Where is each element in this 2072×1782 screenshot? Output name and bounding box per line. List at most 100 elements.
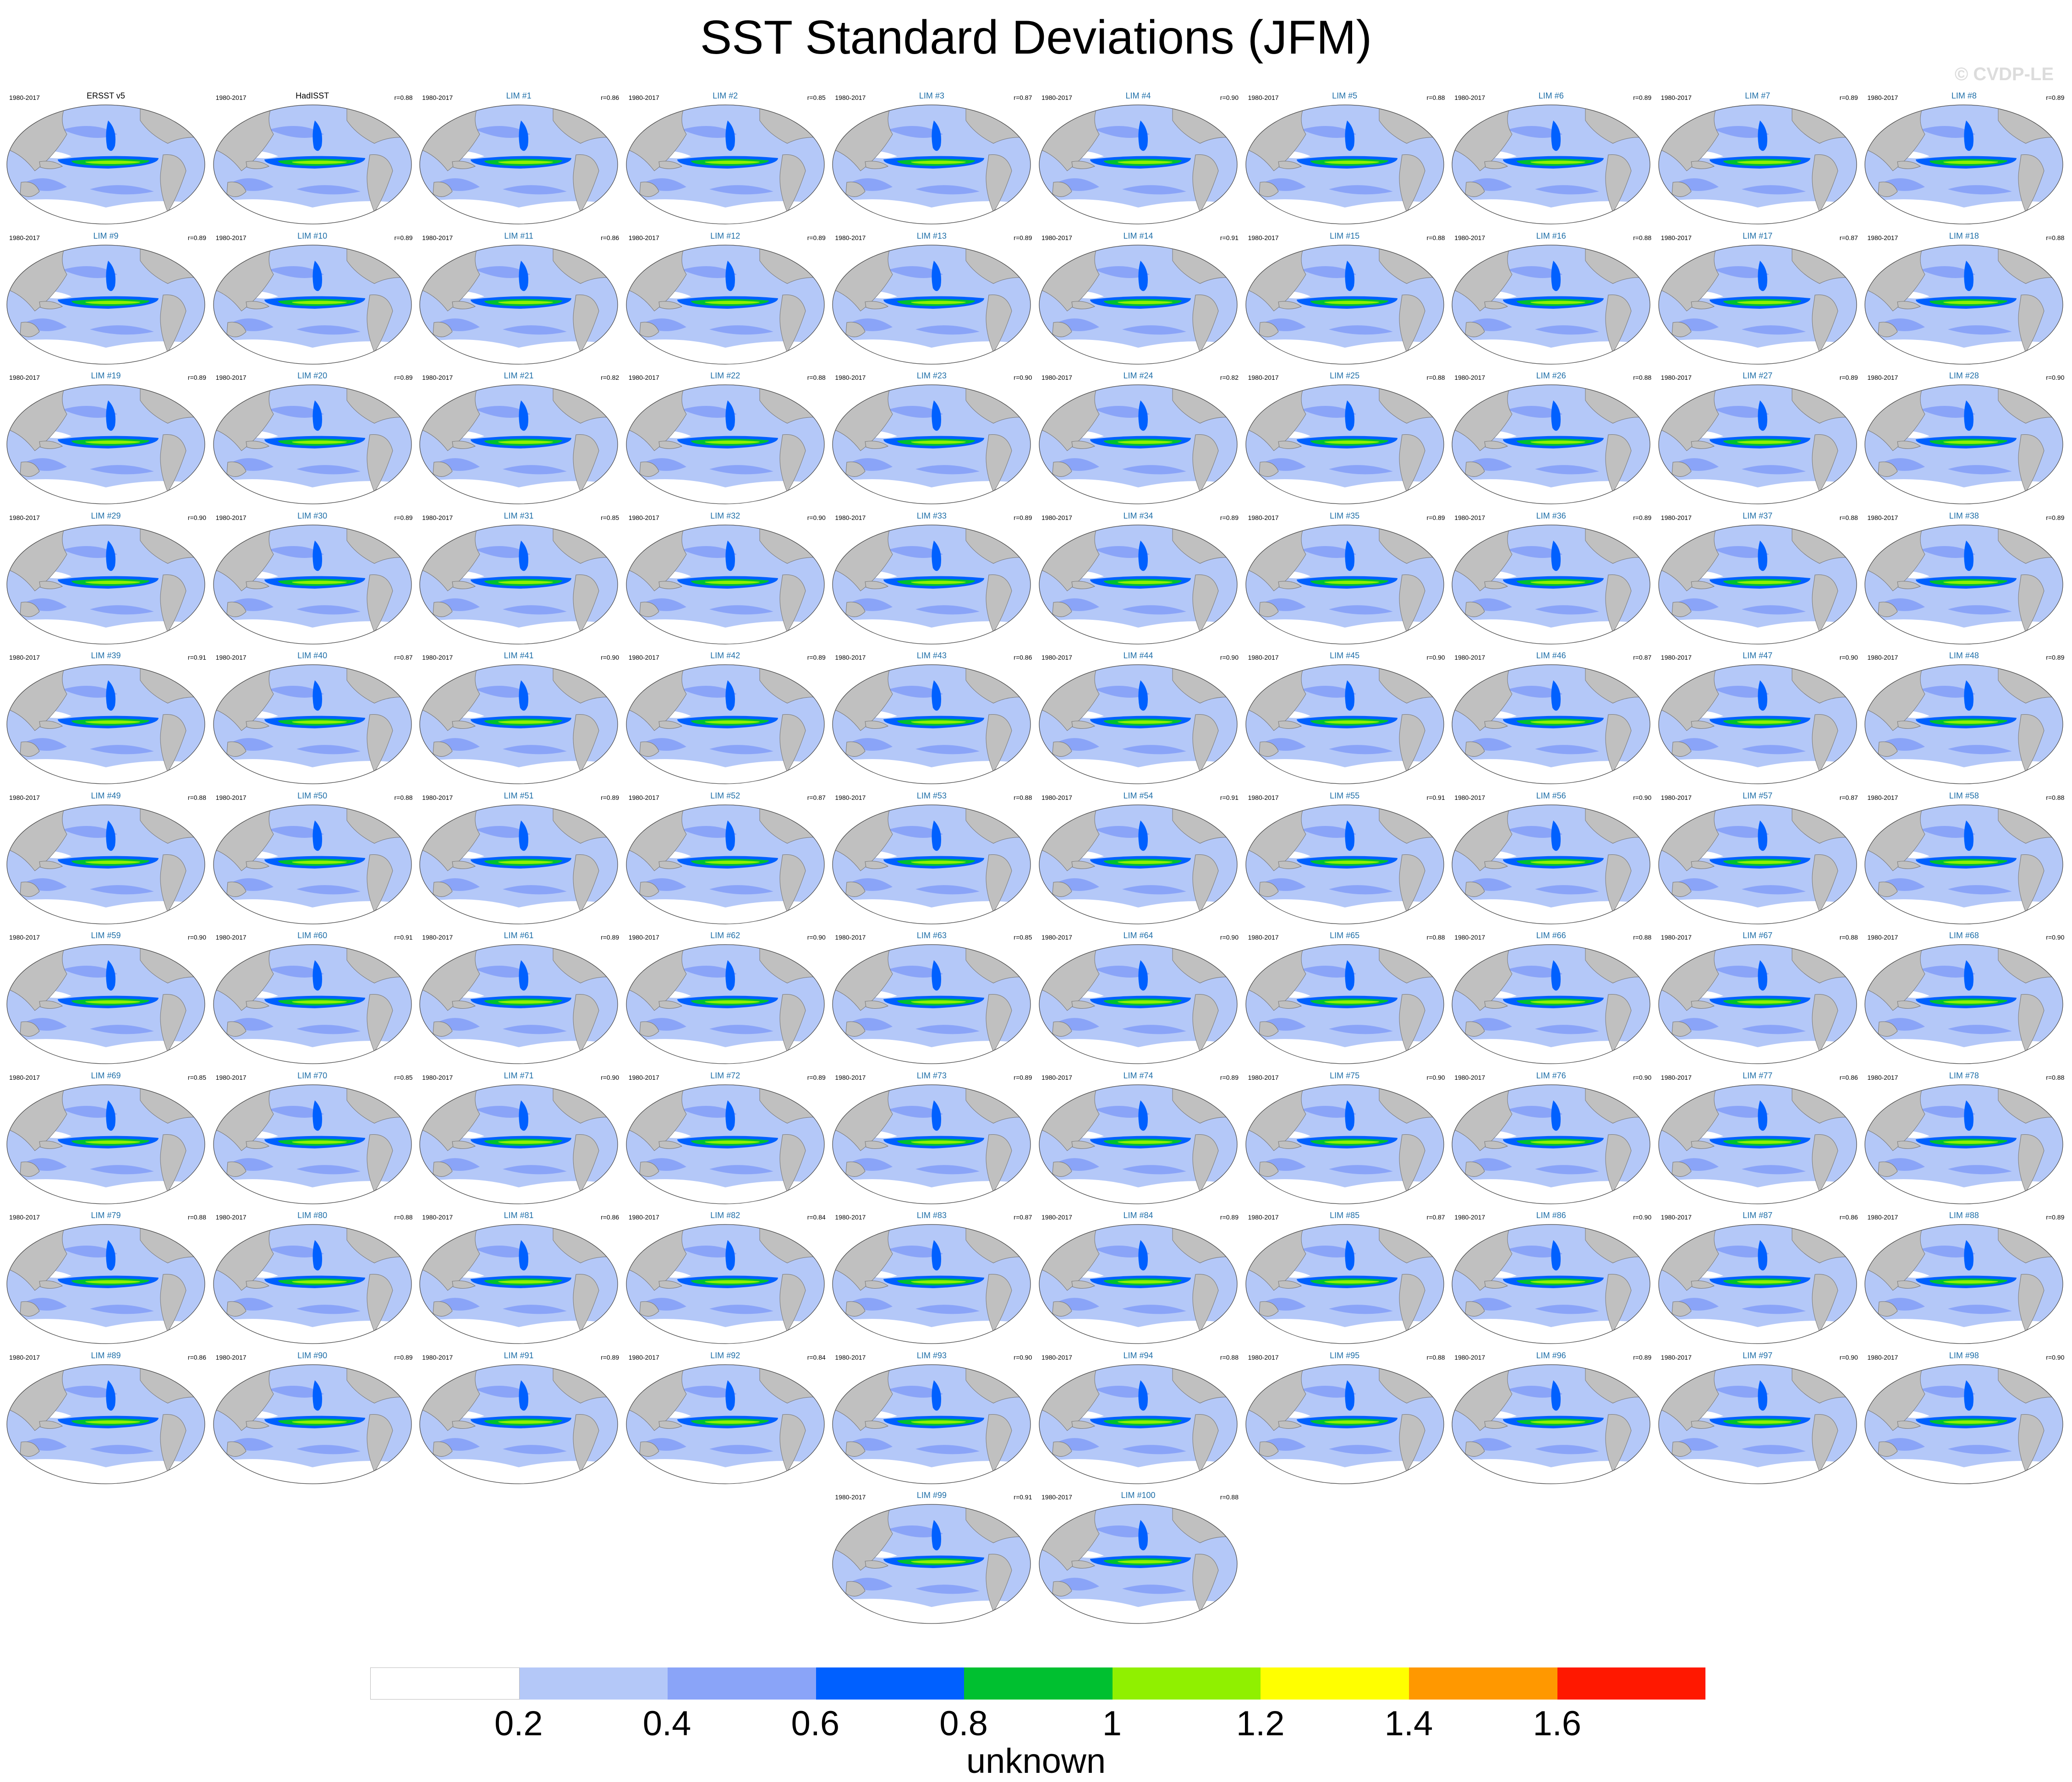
panel-title: LIM #5: [1332, 91, 1358, 100]
sst-map: [1039, 244, 1238, 365]
panel-correlation: r=0.89: [1014, 234, 1032, 241]
panel-title: LIM #79: [91, 1211, 121, 1220]
map-panel: 1980-2017 LIM #66 r=0.88: [1448, 929, 1654, 1069]
sst-map: [6, 1084, 205, 1204]
panel-period: 1980-2017: [1041, 1353, 1072, 1361]
map-panel: 1980-2017 LIM #42 r=0.89: [622, 649, 828, 789]
panel-correlation: r=0.88: [394, 1214, 413, 1221]
panel-grid: 1980-2017 ERSST v5 1980-2017 HadISST r=0.88 1…: [3, 91, 2067, 1624]
panel-correlation: r=0.90: [601, 1073, 619, 1081]
sst-map: [1452, 944, 1650, 1064]
panel-period: 1980-2017: [422, 654, 453, 661]
colorbar-segment: [964, 1667, 1113, 1700]
panel-title: ERSST v5: [87, 91, 125, 100]
panel-period: 1980-2017: [1661, 1073, 1692, 1081]
panel-period: 1980-2017: [1661, 94, 1692, 101]
panel-correlation: r=0.90: [187, 514, 206, 521]
panel-period: 1980-2017: [1661, 654, 1692, 661]
panel-period: 1980-2017: [1867, 1214, 1898, 1221]
panel-title: LIM #17: [1743, 231, 1773, 241]
panel-period: 1980-2017: [835, 1353, 866, 1361]
map-panel: 1980-2017 LIM #70 r=0.85: [209, 1069, 416, 1209]
panel-title: LIM #64: [1123, 931, 1153, 940]
sst-map: [1039, 1084, 1238, 1204]
map-panel: 1980-2017 LIM #98 r=0.90: [1861, 1349, 2067, 1489]
map-panel: 1980-2017 LIM #18 r=0.88: [1861, 230, 2067, 369]
panel-period: 1980-2017: [1454, 1214, 1485, 1221]
panel-title: LIM #60: [297, 931, 328, 940]
sst-map: [1039, 384, 1238, 504]
sst-map: [1452, 664, 1650, 784]
map-panel: 1980-2017 LIM #75 r=0.90: [1242, 1069, 1448, 1209]
panel-correlation: r=0.89: [807, 234, 826, 241]
panel-correlation: r=0.90: [807, 934, 826, 941]
map-panel: 1980-2017 LIM #47 r=0.90: [1655, 649, 1861, 789]
panel-period: 1980-2017: [422, 234, 453, 241]
map-panel: 1980-2017 LIM #90 r=0.89: [209, 1349, 416, 1489]
panel-title: LIM #57: [1743, 791, 1773, 800]
panel-correlation: r=0.91: [1426, 793, 1445, 801]
map-panel: 1980-2017 LIM #53 r=0.88: [828, 789, 1035, 929]
sst-map: [832, 1364, 1031, 1484]
panel-correlation: r=0.86: [1839, 1073, 1858, 1081]
panel-period: 1980-2017: [1867, 1353, 1898, 1361]
panel-title: LIM #81: [504, 1211, 534, 1220]
sst-map: [1452, 244, 1650, 365]
sst-map: [626, 1084, 825, 1204]
map-panel: 1980-2017 LIM #77 r=0.86: [1655, 1069, 1861, 1209]
sst-map: [6, 1224, 205, 1344]
panel-title: LIM #38: [1949, 511, 1979, 520]
map-panel: 1980-2017 LIM #49 r=0.88: [3, 789, 209, 929]
panel-correlation: r=0.91: [187, 654, 206, 661]
panel-period: 1980-2017: [628, 94, 659, 101]
panel-title: LIM #3: [919, 91, 944, 100]
panel-period: 1980-2017: [1661, 374, 1692, 381]
map-panel: 1980-2017 LIM #78 r=0.88: [1861, 1069, 2067, 1209]
map-panel: 1980-2017 LIM #45 r=0.90: [1242, 649, 1448, 789]
sst-map: [1039, 1224, 1238, 1344]
panel-period: 1980-2017: [628, 934, 659, 941]
panel-period: 1980-2017: [1867, 374, 1898, 381]
panel-title: LIM #94: [1123, 1350, 1153, 1360]
sst-map: [6, 1364, 205, 1484]
map-panel: 1980-2017 LIM #99 r=0.91: [828, 1489, 1035, 1629]
panel-period: 1980-2017: [1041, 654, 1072, 661]
colorbar-tick-label: 1.4: [1384, 1704, 1433, 1743]
panel-title: LIM #96: [1536, 1350, 1566, 1360]
sst-map: [213, 384, 412, 504]
panel-period: 1980-2017: [835, 374, 866, 381]
panel-title: LIM #70: [297, 1071, 328, 1080]
map-panel: 1980-2017 LIM #50 r=0.88: [209, 789, 416, 929]
panel-title: LIM #76: [1536, 1071, 1566, 1080]
panel-correlation: r=0.85: [807, 94, 826, 101]
panel-title: LIM #8: [1951, 91, 1977, 100]
panel-title: LIM #11: [504, 231, 534, 241]
sst-map: [6, 104, 205, 224]
panel-period: 1980-2017: [1867, 234, 1898, 241]
panel-correlation: r=0.90: [1220, 94, 1239, 101]
sst-map: [213, 1084, 412, 1204]
panel-period: 1980-2017: [9, 1214, 40, 1221]
sst-map: [1245, 804, 1444, 924]
panel-correlation: r=0.90: [1426, 1073, 1445, 1081]
map-panel: 1980-2017 LIM #83 r=0.87: [828, 1209, 1035, 1349]
panel-title: LIM #47: [1743, 651, 1773, 660]
map-panel: 1980-2017 LIM #30 r=0.89: [209, 509, 416, 649]
panel-title: LIM #68: [1949, 931, 1979, 940]
panel-period: 1980-2017: [9, 374, 40, 381]
panel-title: LIM #86: [1536, 1211, 1566, 1220]
sst-map: [213, 1364, 412, 1484]
panel-period: 1980-2017: [835, 1214, 866, 1221]
panel-correlation: r=0.82: [601, 374, 619, 381]
panel-period: 1980-2017: [1248, 934, 1279, 941]
map-panel: 1980-2017 LIM #38 r=0.89: [1861, 509, 2067, 649]
panel-correlation: r=0.90: [1633, 1073, 1652, 1081]
panel-correlation: r=0.89: [1839, 94, 1858, 101]
panel-correlation: r=0.89: [1839, 374, 1858, 381]
colorbar-segment: [816, 1667, 965, 1700]
sst-map: [1245, 664, 1444, 784]
panel-period: 1980-2017: [1867, 94, 1898, 101]
map-panel: 1980-2017 LIM #11 r=0.86: [416, 230, 622, 369]
panel-title: LIM #37: [1743, 511, 1773, 520]
panel-title: LIM #45: [1330, 651, 1360, 660]
